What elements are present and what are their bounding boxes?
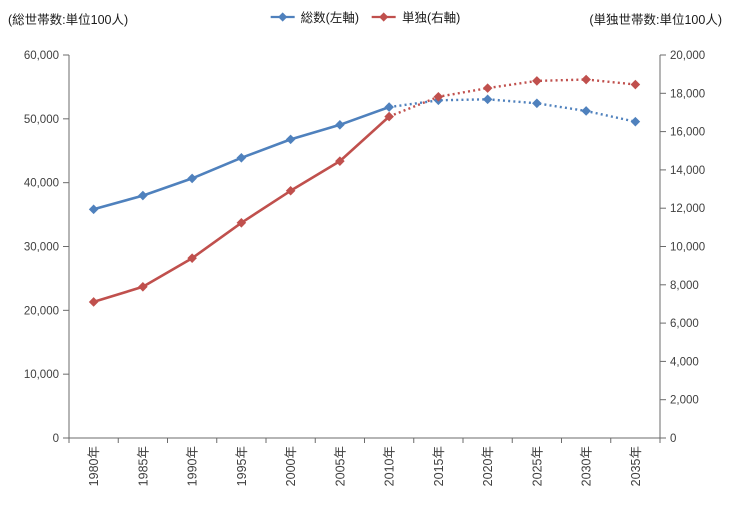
- series-single-data-point-marker: [236, 217, 247, 228]
- right-y-axis-tick-label: 0: [670, 433, 676, 445]
- right-y-axis-tick-label: 2,000: [670, 395, 699, 407]
- legend-marker-single-icon: [372, 11, 396, 22]
- left-y-axis-tick-label: 40,000: [24, 178, 59, 190]
- x-axis-label: 2010年: [383, 446, 397, 486]
- legend-diamond: [278, 11, 288, 22]
- series-total-data-point-marker: [532, 98, 542, 109]
- legend: 総数(左軸) 単独(右軸): [270, 7, 460, 26]
- legend-item-total: 総数(左軸): [270, 7, 359, 26]
- series-single-data-point-marker: [581, 74, 591, 85]
- x-axis-label: 2000年: [284, 446, 298, 486]
- series-total-data-point-marker: [335, 120, 345, 130]
- legend-diamond: [379, 11, 389, 22]
- series-single-dotted-line: [388, 78, 636, 118]
- right-y-axis-tick-label: 14,000: [670, 165, 705, 177]
- series-total-data-point-marker: [187, 173, 197, 184]
- series-total-dotted-line: [388, 98, 636, 123]
- left-y-axis-tick-label: 60,000: [24, 50, 59, 62]
- right-axis-title: (単独世帯数:単位100人): [589, 13, 722, 27]
- x-axis-label: 1995年: [235, 446, 249, 486]
- x-axis-label: 1990年: [186, 446, 200, 486]
- series-single-data-point-marker: [88, 297, 99, 307]
- right-y-axis-tick-label: 20,000: [670, 50, 705, 62]
- legend-label-total: 総数(左軸): [300, 11, 359, 25]
- right-y-axis-tick-label: 10,000: [670, 242, 705, 254]
- series-single-data-point-marker: [433, 92, 444, 102]
- series-single-solid-line: [93, 115, 390, 304]
- series-total-data-point-marker: [482, 94, 493, 105]
- right-y-axis-tick-label: 18,000: [670, 88, 705, 100]
- x-axis-label: 2005年: [333, 446, 347, 486]
- series-total-data-point-marker: [285, 134, 296, 145]
- series-single-data-point-marker: [482, 83, 493, 93]
- left-y-axis-tick-label: 50,000: [24, 114, 59, 126]
- left-axis-title: (総世帯数:単位100人): [8, 13, 129, 27]
- series-total-data-point-marker: [384, 102, 394, 112]
- series-single-data-point-marker: [285, 185, 296, 196]
- legend-marker-total-icon: [270, 11, 295, 22]
- x-axis-label: 2030年: [580, 446, 594, 486]
- series-total-data-point-marker: [581, 106, 591, 116]
- left-y-axis-tick-label: 0: [53, 433, 59, 445]
- x-axis-label: 2025年: [530, 446, 544, 486]
- left-y-axis-tick-label: 10,000: [24, 369, 59, 381]
- legend-item-single: 単独(右軸): [371, 7, 460, 26]
- series-single-data-point-marker: [630, 79, 641, 90]
- series-total-data-point-marker: [630, 116, 641, 127]
- x-axis-label: 2035年: [629, 446, 643, 486]
- x-axis-label: 1985年: [136, 446, 150, 486]
- left-y-axis-tick-label: 30,000: [24, 242, 59, 254]
- right-y-axis-tick-label: 8,000: [670, 280, 699, 292]
- series-single-data-point-marker: [187, 253, 197, 263]
- right-y-axis-tick-label: 4,000: [670, 356, 699, 368]
- left-y-axis-tick-label: 20,000: [24, 305, 59, 317]
- x-axis-label: 1980年: [87, 446, 101, 486]
- series-single-data-point-marker: [138, 282, 148, 292]
- series-single-data-point-marker: [532, 76, 542, 86]
- series-total-data-point-marker: [88, 204, 99, 215]
- series-total-data-point-marker: [138, 190, 148, 201]
- right-y-axis-tick-label: 6,000: [670, 318, 699, 330]
- right-y-axis-tick-label: 12,000: [670, 203, 705, 215]
- legend-label-single: 単独(右軸): [402, 11, 461, 25]
- x-axis-label: 2015年: [432, 446, 446, 486]
- x-axis-label: 2020年: [481, 446, 495, 486]
- series-total-data-point-marker: [236, 152, 247, 163]
- right-y-axis-tick-label: 16,000: [670, 127, 705, 139]
- series-single-data-point-marker: [335, 156, 345, 166]
- series-single-data-point-marker: [384, 111, 394, 122]
